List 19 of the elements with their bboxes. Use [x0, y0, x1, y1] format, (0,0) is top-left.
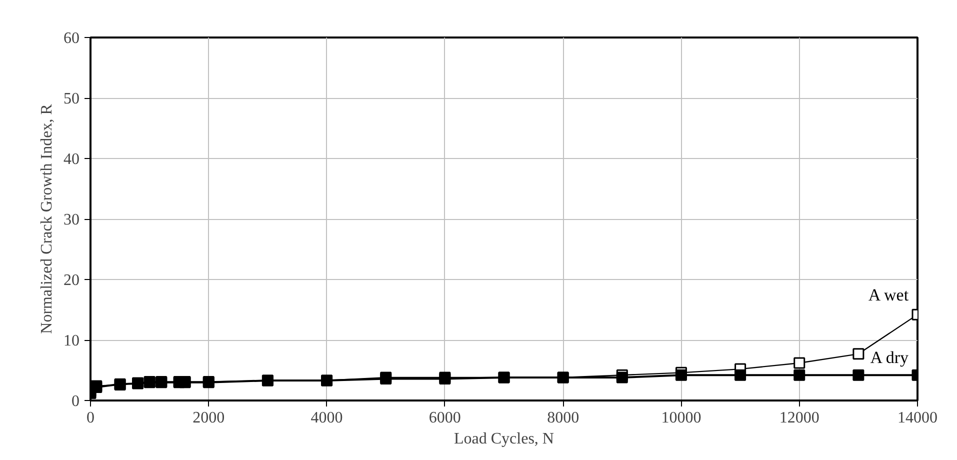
x-tick-label: 0: [86, 410, 94, 426]
x-tick-label: 14000: [898, 410, 938, 426]
x-tick-label: 10000: [661, 410, 702, 426]
x-axis-title: Load Cycles, N: [454, 430, 554, 448]
x-tick-label: 4000: [310, 410, 343, 426]
series-label: A dry: [870, 348, 910, 368]
y-tick-label: 10: [64, 332, 80, 350]
series-label: A wet: [868, 286, 909, 305]
x-tick-label: 8000: [547, 410, 580, 426]
y-tick-label: 0: [72, 393, 80, 410]
y-tick-label: 30: [64, 212, 80, 228]
y-tick-label: 20: [64, 272, 80, 289]
y-axis-title: Normalized Crack Growth Index, R: [38, 104, 56, 334]
x-tick-label: 12000: [779, 410, 820, 426]
x-tick-label: 6000: [428, 410, 461, 426]
y-tick-label: 50: [64, 90, 80, 108]
y-tick-label: 40: [64, 151, 80, 168]
x-tick-label: 2000: [192, 410, 225, 426]
y-tick-label: 60: [64, 30, 80, 47]
